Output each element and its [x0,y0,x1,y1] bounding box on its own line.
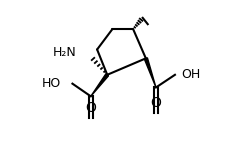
Text: O: O [85,101,96,115]
Text: HO: HO [42,77,61,90]
Polygon shape [91,74,109,96]
Polygon shape [144,58,156,87]
Text: OH: OH [181,68,201,81]
Text: H₂N: H₂N [52,46,76,59]
Text: O: O [151,96,161,110]
